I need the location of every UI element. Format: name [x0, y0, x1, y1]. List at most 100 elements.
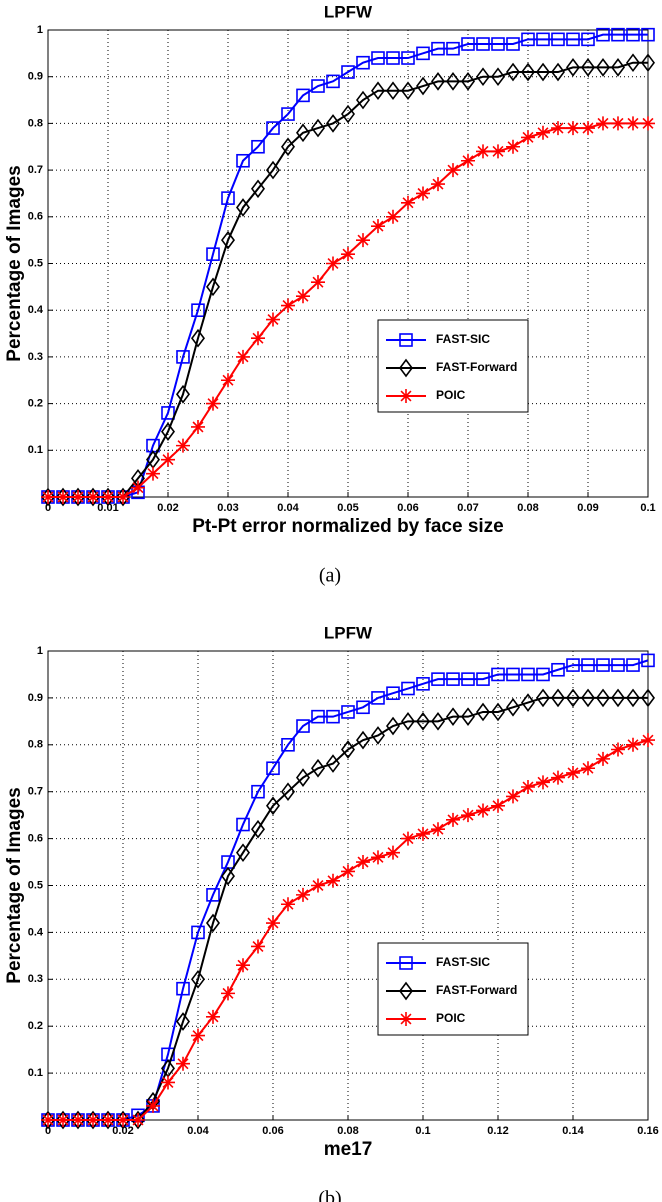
marker — [506, 789, 520, 804]
legend-marker — [399, 333, 413, 347]
marker — [401, 831, 415, 846]
marker — [596, 58, 610, 77]
x-tick-label: 0.14 — [562, 1125, 584, 1137]
marker — [476, 803, 490, 818]
marker — [326, 74, 340, 89]
marker — [416, 712, 430, 731]
marker — [521, 62, 535, 82]
marker — [446, 672, 460, 686]
marker — [641, 653, 655, 668]
marker — [251, 179, 265, 199]
marker — [221, 866, 235, 886]
x-tick-label: 0.08 — [517, 502, 538, 514]
x-tick-label: 0.04 — [187, 1125, 209, 1137]
marker — [176, 1056, 190, 1071]
y-axis-label: Percentage of Images — [4, 787, 25, 983]
marker — [611, 58, 625, 77]
marker — [161, 422, 175, 441]
marker — [41, 487, 55, 507]
marker — [416, 677, 430, 691]
y-tick-label: 0.5 — [28, 257, 43, 269]
y-tick-label: 0.1 — [28, 1067, 43, 1079]
marker — [626, 27, 640, 42]
marker — [566, 765, 580, 780]
marker — [641, 733, 655, 748]
marker — [281, 737, 295, 752]
y-tick-label: 0.3 — [28, 351, 43, 363]
marker — [476, 672, 490, 686]
marker — [581, 58, 595, 77]
marker — [251, 139, 265, 154]
marker — [536, 775, 550, 790]
marker — [251, 331, 265, 346]
marker — [176, 438, 190, 453]
marker — [311, 758, 325, 778]
marker — [596, 688, 610, 708]
marker — [341, 247, 355, 262]
marker — [161, 406, 175, 420]
marker — [431, 672, 445, 686]
marker — [191, 925, 205, 940]
marker — [296, 123, 310, 143]
marker — [251, 939, 265, 954]
marker — [176, 981, 190, 996]
marker — [281, 897, 295, 912]
marker — [86, 1113, 100, 1127]
marker — [551, 662, 565, 677]
marker — [521, 693, 535, 712]
marker — [506, 667, 520, 682]
x-tick-label: 0 — [45, 1125, 51, 1137]
y-tick-label: 0.5 — [28, 879, 43, 891]
marker — [566, 658, 580, 672]
marker — [41, 1113, 55, 1127]
marker — [566, 58, 580, 77]
marker — [326, 754, 340, 773]
x-tick-label: 0 — [45, 502, 51, 514]
marker — [521, 667, 535, 682]
marker — [611, 688, 625, 708]
marker — [311, 79, 325, 93]
marker — [476, 144, 490, 159]
marker — [71, 1110, 85, 1130]
y-axis-label: Percentage of Images — [4, 165, 25, 361]
marker — [341, 65, 355, 79]
marker — [611, 116, 625, 131]
marker — [356, 700, 370, 715]
marker — [476, 67, 490, 87]
marker — [191, 1028, 205, 1043]
marker — [71, 490, 85, 504]
legend-label: FAST-SIC — [436, 332, 490, 346]
marker — [221, 986, 235, 1001]
x-tick-label: 0.02 — [112, 1125, 133, 1137]
marker — [416, 46, 430, 61]
marker — [626, 658, 640, 672]
legend-label: FAST-Forward — [436, 360, 517, 374]
marker — [266, 761, 280, 776]
marker — [431, 41, 445, 56]
marker — [101, 1113, 115, 1127]
plot-frame — [47, 650, 649, 1121]
marker — [236, 817, 250, 832]
marker — [41, 1110, 55, 1130]
marker — [446, 163, 460, 178]
marker — [461, 707, 475, 726]
marker — [611, 27, 625, 42]
marker — [431, 72, 445, 91]
marker — [641, 688, 655, 708]
marker — [536, 688, 550, 708]
x-tick-label: 0.1 — [415, 1125, 430, 1137]
x-tick-label: 0.1 — [640, 502, 655, 514]
legend-marker — [399, 358, 413, 378]
marker — [551, 32, 565, 47]
marker — [236, 349, 250, 364]
marker — [191, 328, 205, 348]
marker — [251, 784, 265, 799]
marker — [371, 726, 385, 745]
marker — [581, 32, 595, 47]
marker — [116, 1113, 130, 1127]
marker — [386, 686, 400, 701]
marker — [71, 1113, 85, 1127]
marker — [416, 186, 430, 201]
